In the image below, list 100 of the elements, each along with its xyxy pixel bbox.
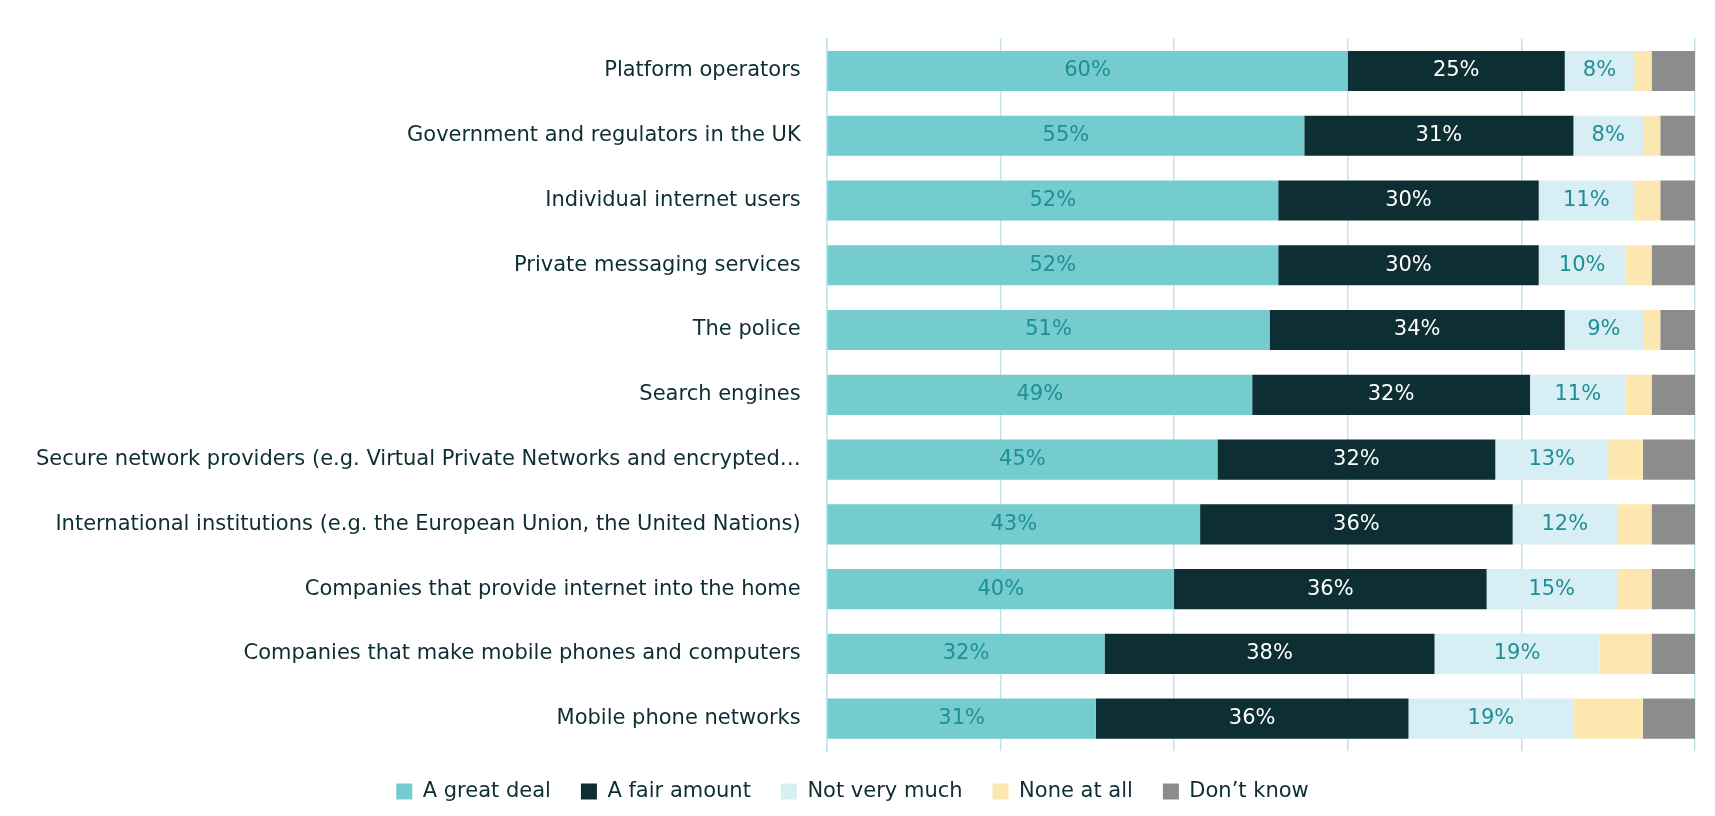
data-label: 30% (1385, 251, 1432, 276)
bar (1269, 309, 1565, 351)
bar (1599, 633, 1652, 674)
data-label: 32% (942, 640, 990, 665)
data-label: 52% (1029, 186, 1077, 211)
bar (827, 569, 1175, 610)
data-label: 8% (1591, 122, 1625, 147)
bar (1651, 374, 1695, 415)
bar (1200, 504, 1513, 545)
bar (827, 180, 1279, 221)
data-label: 19% (1493, 640, 1541, 665)
bar (827, 698, 1096, 739)
bar (1651, 569, 1695, 610)
legend-label: None at all (1019, 777, 1133, 802)
legend-label: A fair amount (607, 777, 751, 802)
data-label: 31% (938, 705, 986, 730)
data-label: 38% (1246, 640, 1293, 665)
bar (1530, 374, 1626, 415)
bar (827, 504, 1201, 545)
data-label: 36% (1228, 705, 1276, 730)
bar (1660, 309, 1695, 351)
bar (1278, 245, 1539, 286)
bar (1616, 569, 1652, 610)
bar (1660, 115, 1695, 156)
legend-label: Not very much (807, 777, 963, 802)
bar (1486, 569, 1617, 610)
bar (1642, 115, 1661, 156)
bar (1651, 504, 1695, 545)
data-label: 32% (1367, 381, 1415, 406)
bar (1651, 633, 1695, 674)
y-tick-label: Government and regulators in the UK (407, 122, 802, 147)
data-label: 8% (1582, 57, 1617, 82)
bar (1651, 50, 1695, 92)
data-label: 43% (990, 510, 1038, 535)
bar (1634, 50, 1652, 92)
bar (1304, 115, 1574, 156)
y-tick-label: Search engines (639, 381, 801, 406)
bar (1573, 698, 1643, 739)
y-tick-label: The police (691, 316, 801, 341)
data-label: 51% (1025, 316, 1072, 341)
data-label: 36% (1333, 510, 1380, 535)
data-label: 30% (1385, 186, 1432, 211)
data-label: 15% (1528, 575, 1576, 600)
data-label: 45% (999, 446, 1046, 471)
legend-label: Don’t know (1189, 777, 1309, 802)
bar (1538, 245, 1626, 286)
y-tick-label: Companies that provide internet into the home (304, 575, 801, 600)
bar (1564, 309, 1643, 351)
bar (1434, 633, 1600, 674)
bar (1625, 245, 1652, 286)
bar (827, 115, 1305, 156)
y-tick-label: Mobile phone networks (556, 705, 801, 730)
data-label: 52% (1029, 251, 1077, 276)
bar (1642, 439, 1695, 480)
bar (827, 633, 1105, 674)
data-label: 49% (1016, 381, 1064, 406)
bar (1408, 698, 1574, 739)
data-label: 25% (1432, 57, 1480, 82)
bar (827, 374, 1253, 415)
data-label: 12% (1541, 510, 1589, 535)
y-tick-label: Companies that make mobile phones and computers (243, 640, 801, 665)
bar (1651, 245, 1695, 286)
data-label: 13% (1528, 446, 1576, 471)
bar (1104, 633, 1435, 674)
bar (1616, 504, 1652, 545)
data-label: 11% (1563, 186, 1610, 211)
data-label: 40% (977, 575, 1025, 600)
bar (1174, 569, 1487, 610)
data-label: 32% (1333, 446, 1380, 471)
bar (827, 309, 1270, 351)
data-label: 60% (1064, 57, 1111, 82)
data-label: 55% (1042, 122, 1090, 147)
bar (827, 439, 1218, 480)
bar (827, 245, 1279, 286)
bar (1642, 698, 1695, 739)
bar (1625, 374, 1652, 415)
data-label: 10% (1558, 251, 1606, 276)
bar (1660, 180, 1695, 221)
bar (1512, 504, 1617, 545)
bar (1642, 309, 1661, 351)
data-label: 31% (1415, 122, 1463, 147)
y-tick-label: Private messaging services (514, 251, 801, 276)
y-tick-label: Secure network providers (e.g. Virtual Private Networks and encrypted… (35, 446, 801, 471)
bar (1252, 374, 1531, 415)
y-tick-label: Individual internet users (545, 186, 801, 211)
bar (1278, 180, 1539, 221)
data-label: 9% (1587, 316, 1621, 341)
bar (1495, 439, 1609, 480)
data-label: 34% (1393, 316, 1441, 341)
bar (1538, 180, 1635, 221)
y-tick-label: International institutions (e.g. the European Union, the United Nations) (55, 510, 801, 535)
data-label: 11% (1554, 381, 1602, 406)
legend-label: A great deal (422, 777, 551, 802)
data-label: 36% (1306, 575, 1354, 600)
bar (1573, 115, 1643, 156)
bar (1217, 439, 1496, 480)
bar (1634, 180, 1661, 221)
bar (1608, 439, 1643, 480)
bar (1347, 50, 1565, 92)
data-label: 19% (1467, 705, 1515, 730)
